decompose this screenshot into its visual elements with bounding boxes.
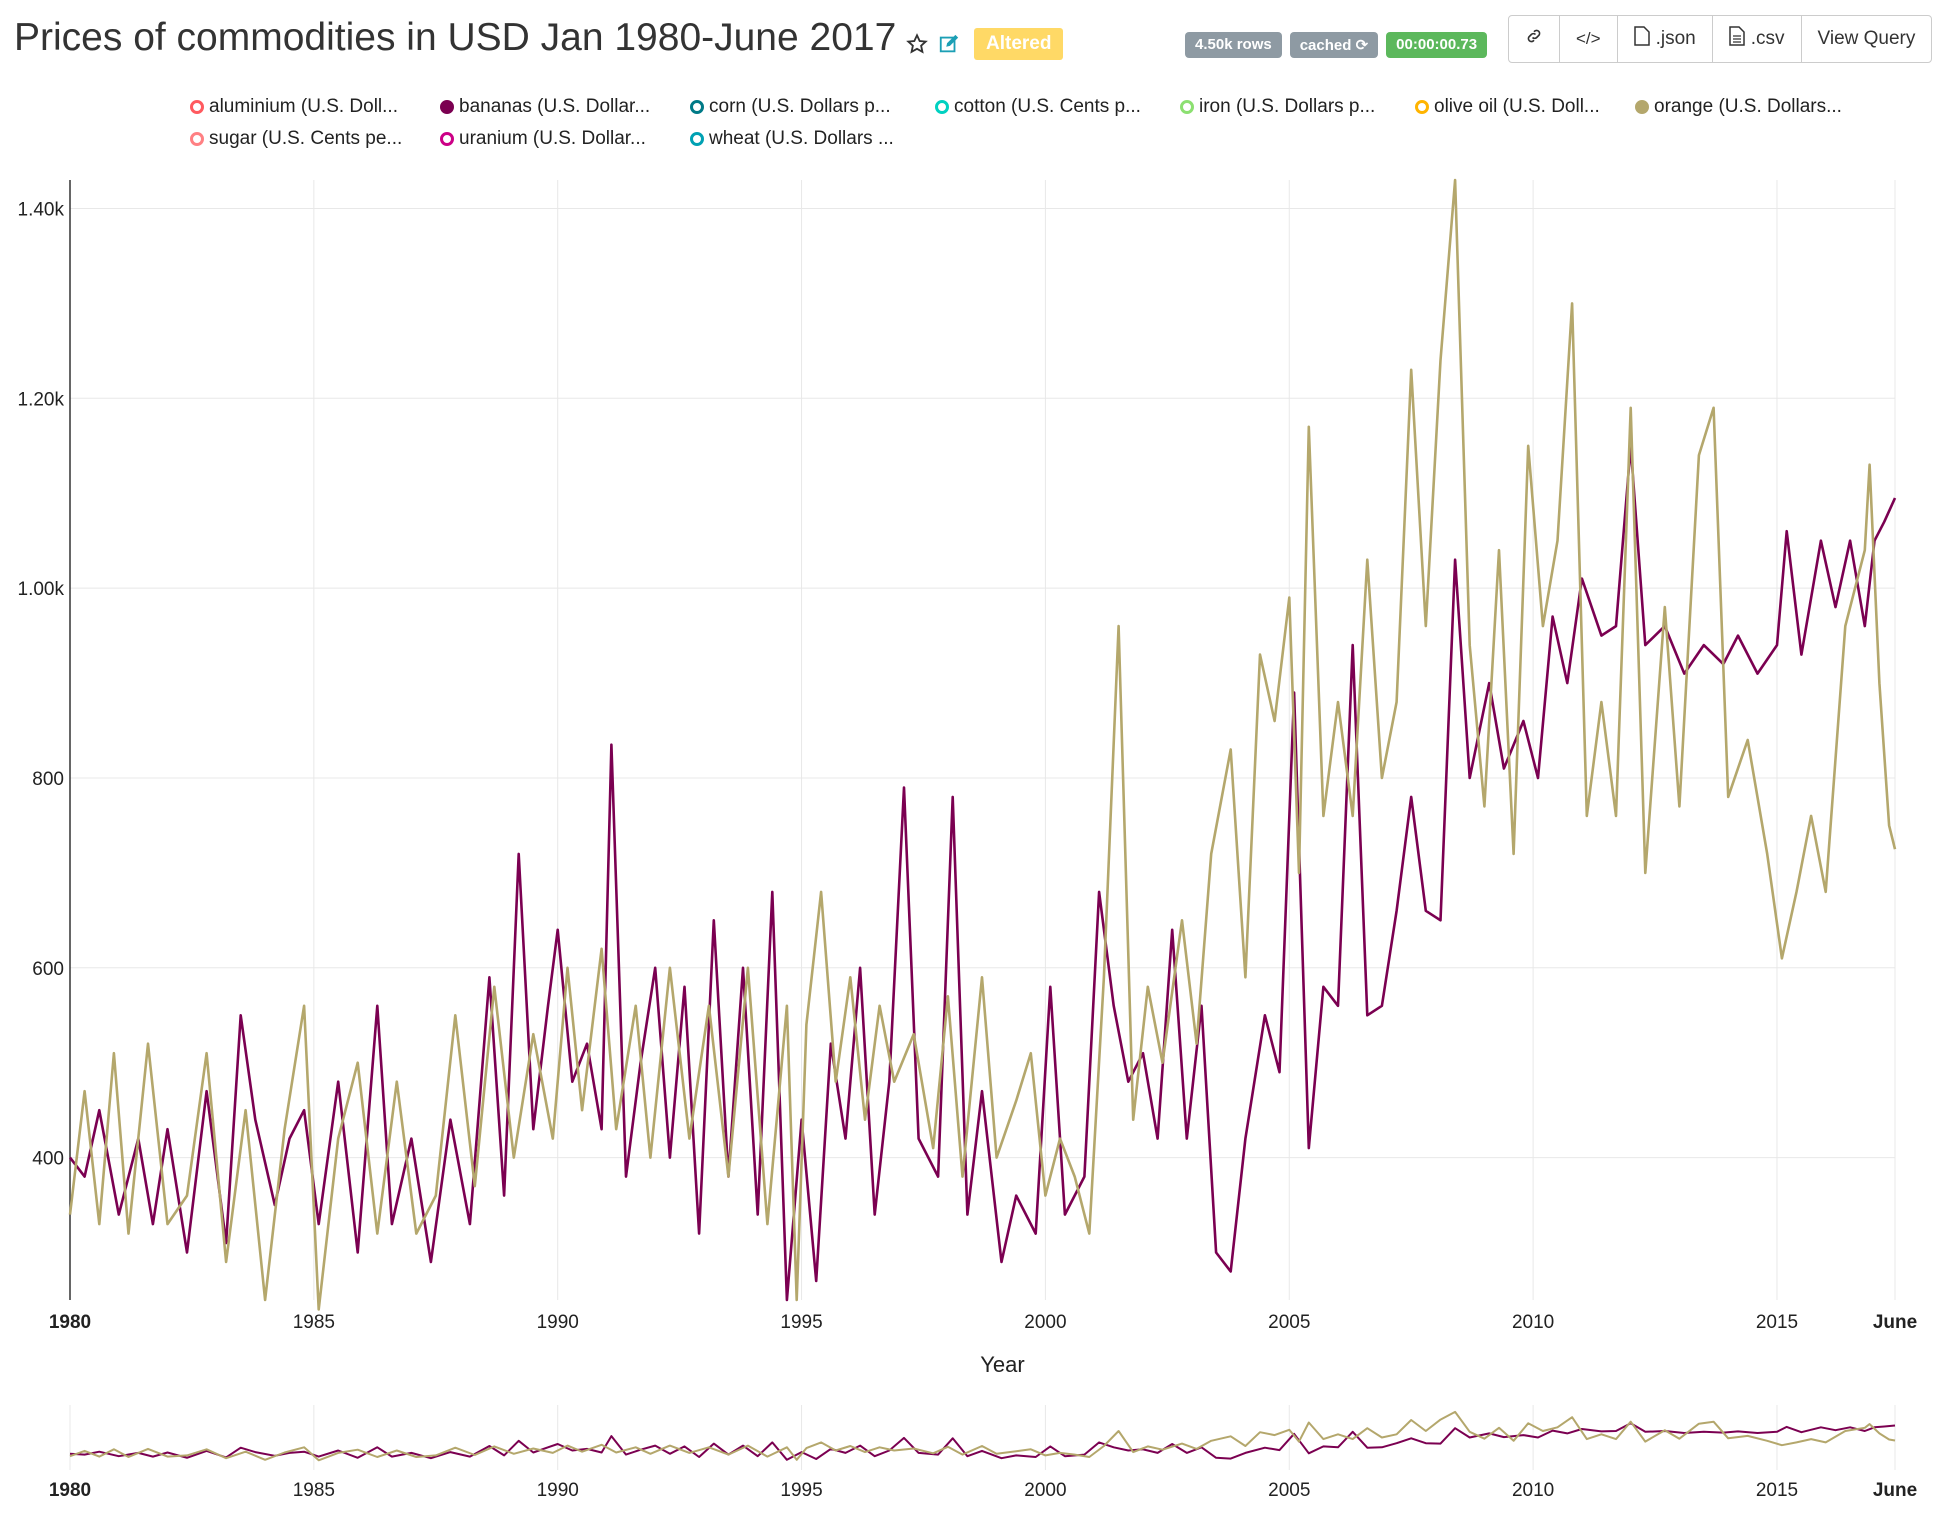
legend-dot-icon (190, 100, 204, 114)
x-tick-label: 1990 (537, 1312, 579, 1333)
csv-export-label: .csv (1750, 28, 1785, 49)
x-tick-label: 1995 (780, 1312, 822, 1333)
row-count-badge: 4.50k rows (1185, 32, 1282, 58)
legend-label: orange (U.S. Dollars... (1654, 96, 1842, 117)
legend-label: wheat (U.S. Dollars ... (709, 128, 894, 149)
series-line-bananas (68, 444, 1897, 1302)
legend-item[interactable]: orange (U.S. Dollars... (1635, 96, 1842, 118)
y-tick-label: 1.00k (18, 579, 65, 600)
brush-x-tick-label: 1985 (293, 1480, 335, 1501)
legend-item[interactable]: iron (U.S. Dollars p... (1180, 96, 1375, 118)
legend-item[interactable]: olive oil (U.S. Doll... (1415, 96, 1600, 118)
embed-button[interactable]: </> (1559, 16, 1617, 62)
cached-badge[interactable]: cached ⟳ (1289, 32, 1379, 58)
copy-link-button[interactable] (1509, 16, 1559, 62)
csv-export-button[interactable]: .csv (1711, 16, 1801, 62)
brush-x-tick-label: 1990 (537, 1480, 579, 1501)
file-code-icon (1633, 26, 1650, 52)
brush-x-tick-label: 2005 (1268, 1480, 1310, 1501)
file-text-icon (1728, 26, 1745, 52)
status-badges: 4.50k rows cached ⟳ 00:00:00.73 (1185, 32, 1488, 58)
legend-dot-icon (690, 100, 704, 114)
legend-dot-icon (190, 132, 204, 146)
legend-item[interactable]: corn (U.S. Dollars p... (690, 96, 891, 118)
brush-x-tick-label: June (1873, 1480, 1917, 1501)
legend-dot-icon (1180, 100, 1194, 114)
view-query-button[interactable]: View Query (1800, 16, 1932, 62)
legend-label: olive oil (U.S. Doll... (1434, 96, 1600, 117)
page-title: Prices of commodities in USD Jan 1980-Ju… (14, 16, 897, 59)
y-tick-label: 800 (32, 769, 64, 790)
legend-dot-icon (1415, 100, 1429, 114)
series-line-orange (68, 178, 1897, 1311)
x-tick-label: June (1873, 1312, 1917, 1333)
legend-item[interactable]: bananas (U.S. Dollar... (440, 96, 650, 118)
brush-x-tick-label: 2000 (1024, 1480, 1066, 1501)
x-tick-label: 1980 (49, 1312, 91, 1333)
legend-item[interactable]: wheat (U.S. Dollars ... (690, 128, 894, 150)
legend-label: sugar (U.S. Cents pe... (209, 128, 403, 149)
brush-x-tick-label: 2015 (1756, 1480, 1798, 1501)
x-tick-label: 2010 (1512, 1312, 1554, 1333)
altered-badge: Altered (974, 28, 1064, 60)
refresh-icon: ⟳ (1355, 37, 1369, 54)
json-export-button[interactable]: .json (1616, 16, 1712, 62)
query-time-badge: 00:00:00.73 (1386, 32, 1488, 58)
json-export-label: .json (1655, 28, 1696, 49)
brush-x-tick-label: 2010 (1512, 1480, 1554, 1501)
brush-x-tick-label: 1980 (49, 1480, 91, 1501)
link-icon (1525, 27, 1543, 51)
legend-label: aluminium (U.S. Doll... (209, 96, 398, 117)
x-tick-label: 1985 (293, 1312, 335, 1333)
header: Prices of commodities in USD Jan 1980-Ju… (0, 0, 1950, 80)
x-tick-label: 2015 (1756, 1312, 1798, 1333)
brush-series-line (69, 1410, 1896, 1462)
legend-label: iron (U.S. Dollars p... (1199, 96, 1376, 117)
legend-label: corn (U.S. Dollars p... (709, 96, 891, 117)
x-axis-title: Year (980, 1352, 1024, 1377)
x-tick-label: 2005 (1268, 1312, 1310, 1333)
y-tick-label: 600 (32, 959, 64, 980)
y-tick-label: 1.40k (18, 199, 65, 220)
export-toolbar: </> .json .csv View Query (1508, 15, 1933, 63)
star-icon[interactable] (906, 33, 928, 55)
y-tick-label: 1.20k (18, 389, 65, 410)
legend-dot-icon (440, 132, 454, 146)
legend-item[interactable]: sugar (U.S. Cents pe... (190, 128, 402, 150)
edit-icon[interactable] (938, 33, 960, 55)
legend-dot-icon (935, 100, 949, 114)
legend-item[interactable]: uranium (U.S. Dollar... (440, 128, 646, 150)
legend-label: cotton (U.S. Cents p... (954, 96, 1141, 117)
legend-dot-icon (440, 100, 454, 114)
code-icon: </> (1576, 29, 1601, 48)
brush-x-tick-label: 1995 (780, 1480, 822, 1501)
title-actions: Altered (906, 28, 1064, 60)
legend-item[interactable]: cotton (U.S. Cents p... (935, 96, 1141, 118)
cached-label: cached (1299, 37, 1352, 54)
legend-dot-icon (690, 132, 704, 146)
legend-item[interactable]: aluminium (U.S. Doll... (190, 96, 398, 118)
legend-dot-icon (1635, 100, 1649, 114)
legend-label: bananas (U.S. Dollar... (459, 96, 651, 117)
x-tick-label: 2000 (1024, 1312, 1066, 1333)
brush-series-line (69, 1422, 1896, 1461)
y-tick-label: 400 (32, 1149, 64, 1170)
legend-label: uranium (U.S. Dollar... (459, 128, 646, 149)
